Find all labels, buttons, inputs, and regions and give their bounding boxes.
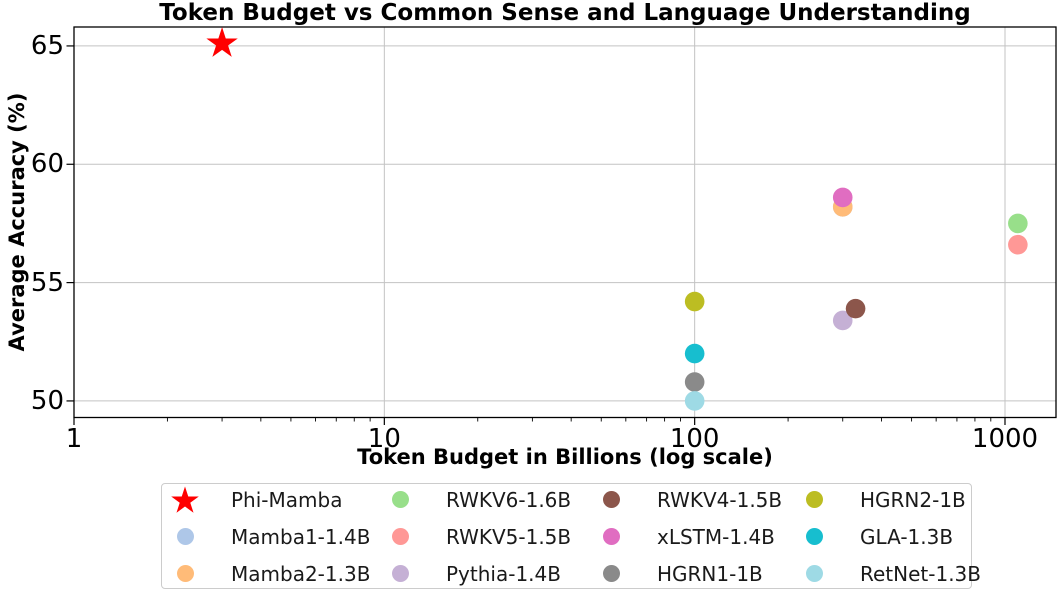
y-tick-label: 55 (30, 267, 64, 298)
legend-label: Pythia-1.4B (446, 561, 561, 586)
legend-column: RWKV6-1.6B RWKV5-1.5B Pythia-1.4B (379, 481, 571, 591)
y-tick-label: 60 (30, 149, 64, 180)
legend-entry-pythia-1-4b: Pythia-1.4B (379, 555, 571, 591)
legend-entry-phi-mamba: Phi-Mamba (164, 481, 370, 518)
legend-label: GLA-1.3B (860, 524, 954, 549)
dot-icon (379, 565, 421, 582)
legend-entry-mamba2-1-3b: Mamba2-1.3B (164, 555, 370, 591)
star-icon (164, 485, 206, 515)
point-rwkv5-1-5b (1008, 234, 1028, 255)
x-tick-label: 1000 (971, 424, 1039, 454)
dot-icon (590, 528, 632, 545)
legend-label: xLSTM-1.4B (657, 524, 775, 549)
legend-entry-mamba1-1-4b: Mamba1-1.4B (164, 518, 370, 555)
legend-label: RWKV5-1.5B (446, 524, 572, 549)
dot-icon (379, 491, 421, 508)
dot-icon (164, 528, 206, 545)
legend-label: HGRN2-1B (860, 487, 966, 512)
y-tick-label: 65 (30, 30, 64, 61)
dot-icon (590, 565, 632, 582)
x-axis-label: Token Budget in Billions (log scale) (357, 445, 773, 469)
legend-entry-rwkv4-1-5b: RWKV4-1.5B (590, 481, 782, 518)
legend-entry-hgrn1-1b: HGRN1-1B (590, 555, 782, 591)
dot-icon (793, 565, 835, 582)
x-tick-label: 1 (65, 424, 83, 454)
legend-entry-rwkv5-1-5b: RWKV5-1.5B (379, 518, 571, 555)
legend-label: HGRN1-1B (657, 561, 763, 586)
point-rwkv6-1-6b (1008, 213, 1028, 234)
legend-column: Phi-Mamba Mamba1-1.4B Mamba2-1.3B (164, 481, 370, 591)
point-hgrn2-1b (684, 291, 705, 312)
point-retnet-1-3b (684, 391, 705, 411)
dot-icon (793, 528, 835, 545)
point-xlstm-1-4b (832, 187, 853, 208)
legend-entry-retnet-1-3b: RetNet-1.3B (793, 555, 981, 591)
legend-entry-rwkv6-1-6b: RWKV6-1.6B (379, 481, 571, 518)
legend-column: RWKV4-1.5B xLSTM-1.4B HGRN1-1B (590, 481, 782, 591)
point-rwkv4-1-5b (845, 298, 866, 319)
point-phi-mamba (206, 27, 238, 57)
legend-label: Mamba2-1.3B (231, 561, 371, 586)
legend-label: RWKV6-1.6B (446, 487, 572, 512)
legend-label: Phi-Mamba (231, 487, 343, 512)
legend: Phi-Mamba Mamba1-1.4B Mamba2-1.3B RWKV6-1.6… (161, 481, 981, 591)
legend-entry-xlstm-1-4b: xLSTM-1.4B (590, 518, 782, 555)
legend-entry-gla-1-3b: GLA-1.3B (793, 518, 981, 555)
legend-label: Mamba1-1.4B (231, 524, 371, 549)
chart-title: Token Budget vs Common Sense and Languag… (159, 0, 971, 26)
y-axis-label: Average Accuracy (%) (5, 92, 29, 352)
y-tick-label: 50 (30, 385, 64, 416)
legend-column: HGRN2-1B GLA-1.3B RetNet-1.3B (793, 481, 981, 591)
dot-icon (590, 491, 632, 508)
legend-label: RWKV4-1.5B (657, 487, 783, 512)
plot-spines (73, 26, 1057, 419)
legend-entry-hgrn2-1b: HGRN2-1B (793, 481, 981, 518)
dot-icon (164, 565, 206, 582)
dot-icon (793, 491, 835, 508)
dot-icon (379, 528, 421, 545)
point-gla-1-3b (684, 343, 705, 364)
legend-label: RetNet-1.3B (860, 561, 981, 586)
point-hgrn1-1b (684, 372, 705, 392)
x-tick-label: 100 (669, 424, 720, 454)
point-pythia-1-4b (832, 310, 853, 331)
x-tick-label: 10 (367, 424, 401, 454)
